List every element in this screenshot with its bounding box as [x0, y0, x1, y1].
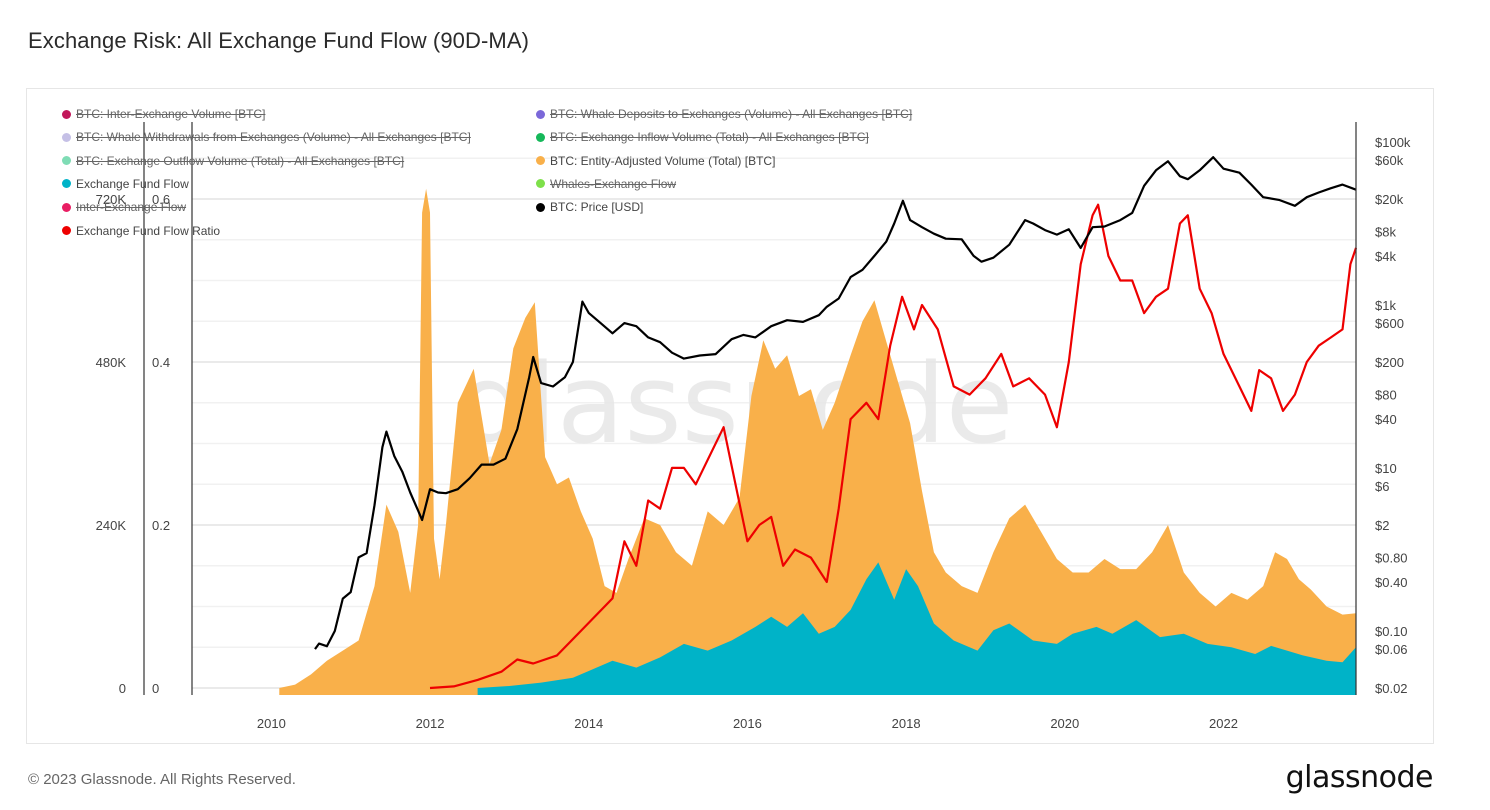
- y-tick-label: $20k: [1375, 192, 1404, 207]
- legend-item[interactable]: Inter-Exchange Flow: [62, 200, 186, 214]
- legend-label: Exchange Fund Flow: [76, 176, 189, 191]
- y-tick-label: $200: [1375, 355, 1404, 370]
- legend-label: BTC: Whale Withdrawals from Exchanges (V…: [76, 130, 471, 145]
- area-series: [279, 188, 1357, 696]
- y-tick-label: $40: [1375, 412, 1397, 427]
- glassnode-logo[interactable]: glassnode: [1285, 760, 1434, 795]
- watermark: glassnode: [457, 340, 1014, 468]
- legend-dot-icon: [536, 109, 545, 119]
- y-tick-label: $0.40: [1375, 575, 1408, 590]
- legend-label: BTC: Exchange Outflow Volume (Total) - A…: [76, 153, 405, 168]
- legend-dot-icon: [536, 132, 545, 142]
- legend-item[interactable]: BTC: Exchange Inflow Volume (Total) - Al…: [536, 130, 869, 144]
- y-tick-label: $4k: [1375, 249, 1396, 264]
- legend-dot-icon: [62, 132, 71, 142]
- x-tick-label: 2022: [1209, 716, 1238, 731]
- y-tick-label: $8k: [1375, 224, 1396, 239]
- y-tick-label: $600: [1375, 316, 1404, 331]
- legend-label: BTC: Inter-Exchange Volume [BTC]: [76, 107, 266, 121]
- axes: [143, 122, 1357, 695]
- line-series: [314, 156, 1358, 690]
- x-tick-label: 2016: [733, 716, 762, 731]
- legend-item[interactable]: Whales-Exchange Flow: [536, 177, 676, 191]
- legend-item[interactable]: Exchange Fund Flow Ratio: [62, 224, 220, 238]
- legend-label: BTC: Whale Deposits to Exchanges (Volume…: [550, 107, 913, 121]
- x-tick-label: 2020: [1050, 716, 1079, 731]
- y-axis-ratio: 0 0.2 0.4 0.6: [152, 192, 170, 696]
- y-tick-label: 0: [152, 681, 159, 696]
- area-exchange-fund-flow: [477, 562, 1357, 695]
- legend-item[interactable]: BTC: Inter-Exchange Volume [BTC]: [62, 107, 265, 121]
- legend-dot-icon: [536, 179, 545, 189]
- x-tick-label: 2012: [416, 716, 445, 731]
- y-tick-label: $0.10: [1375, 624, 1408, 639]
- y-tick-label: $2: [1375, 518, 1389, 533]
- y-tick-label: $0.06: [1375, 642, 1408, 657]
- legend-item[interactable]: BTC: Whale Withdrawals from Exchanges (V…: [62, 130, 471, 144]
- area-btc-entity-adjusted-volume-total-btc: [279, 188, 1356, 696]
- legend-label: Inter-Exchange Flow: [76, 200, 187, 215]
- y-tick-label: $80: [1375, 387, 1397, 402]
- legend-dot-icon: [62, 179, 71, 189]
- y-tick-label: $6: [1375, 479, 1389, 494]
- y-tick-label: 240K: [96, 518, 127, 533]
- legend-dot-icon: [62, 202, 71, 212]
- y-tick-label: $1k: [1375, 298, 1396, 313]
- y-tick-label: 0.2: [152, 518, 170, 533]
- legend-label: BTC: Entity-Adjusted Volume (Total) [BTC…: [550, 153, 776, 168]
- x-tick-label: 2014: [574, 716, 603, 731]
- y-tick-label: 480K: [96, 355, 127, 370]
- y-axis-volume: 0 240K 480K 720K: [96, 192, 127, 696]
- legend-label: BTC: Exchange Inflow Volume (Total) - Al…: [550, 130, 869, 145]
- legend-dot-icon: [536, 156, 545, 166]
- y-tick-label: 0: [119, 681, 126, 696]
- legend-label: Exchange Fund Flow Ratio: [76, 223, 221, 238]
- y-tick-label: 0.6: [152, 192, 170, 207]
- x-tick-label: 2018: [892, 716, 921, 731]
- legend-item[interactable]: BTC: Entity-Adjusted Volume (Total) [BTC…: [536, 154, 775, 168]
- y-tick-label: $60k: [1375, 153, 1404, 168]
- legend-label: Whales-Exchange Flow: [550, 176, 677, 191]
- legend: BTC: Inter-Exchange Volume [BTC] BTC: Wha…: [0, 0, 1490, 250]
- legend-item[interactable]: Exchange Fund Flow: [62, 177, 189, 191]
- y-tick-label: 0.4: [152, 355, 170, 370]
- legend-label: BTC: Price [USD]: [550, 200, 644, 215]
- y-axis-price: $100k $60k $20k $8k $4k $1k $600 $200 $80 $40 $10 $…: [1375, 135, 1411, 696]
- legend-item[interactable]: BTC: Exchange Outflow Volume (Total) - A…: [62, 154, 404, 168]
- y-tick-label: 720K: [96, 192, 127, 207]
- y-tick-label: $0.80: [1375, 550, 1408, 565]
- line-exchange-fund-flow-ratio: [429, 203, 1358, 690]
- copyright: © 2023 Glassnode. All Rights Reserved.: [28, 771, 296, 788]
- y-tick-label: $0.02: [1375, 681, 1408, 696]
- legend-dot-icon: [62, 156, 71, 166]
- legend-item[interactable]: BTC: Whale Deposits to Exchanges (Volume…: [536, 107, 912, 121]
- y-tick-label: $10: [1375, 461, 1397, 476]
- legend-item[interactable]: BTC: Price [USD]: [536, 200, 643, 214]
- chart-title: Exchange Risk: All Exchange Fund Flow (9…: [28, 28, 530, 53]
- line-btc-price-usd: [314, 156, 1357, 650]
- x-tick-label: 2010: [257, 716, 286, 731]
- legend-dot-icon: [62, 226, 71, 235]
- legend-dot-icon: [62, 109, 71, 119]
- legend-dot-icon: [536, 202, 545, 212]
- y-tick-label: $100k: [1375, 135, 1411, 150]
- x-axis: 2010 2012 2014 2016 2018 2020 2022: [257, 716, 1238, 731]
